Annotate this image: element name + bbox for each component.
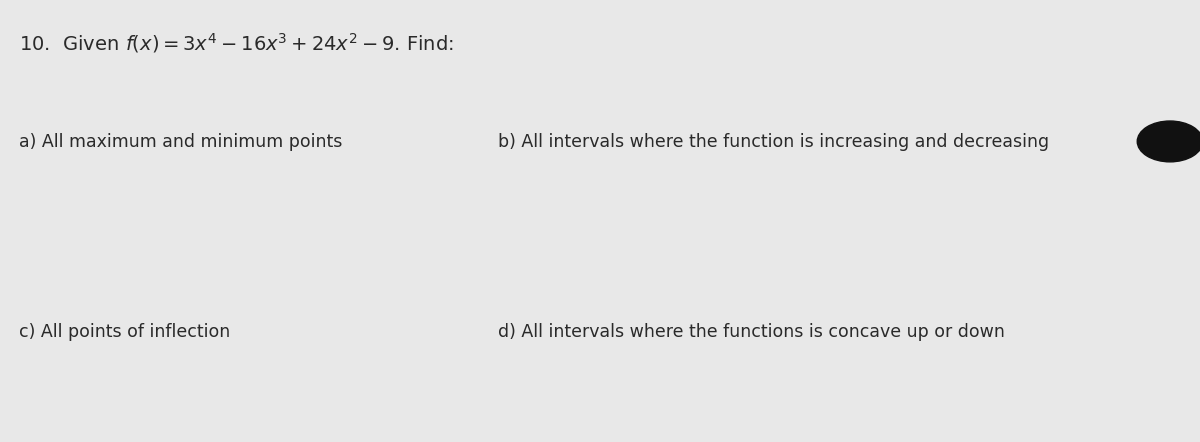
Ellipse shape <box>1138 121 1200 162</box>
Text: 10.  Given $f(x) = 3x^4 - 16x^3 + 24x^2 - 9$. Find:: 10. Given $f(x) = 3x^4 - 16x^3 + 24x^2 -… <box>19 31 454 55</box>
Text: d) All intervals where the functions is concave up or down: d) All intervals where the functions is … <box>498 323 1004 341</box>
Text: b) All intervals where the function is increasing and decreasing: b) All intervals where the function is i… <box>498 133 1049 151</box>
Text: c) All points of inflection: c) All points of inflection <box>19 323 230 341</box>
Text: a) All maximum and minimum points: a) All maximum and minimum points <box>19 133 342 151</box>
